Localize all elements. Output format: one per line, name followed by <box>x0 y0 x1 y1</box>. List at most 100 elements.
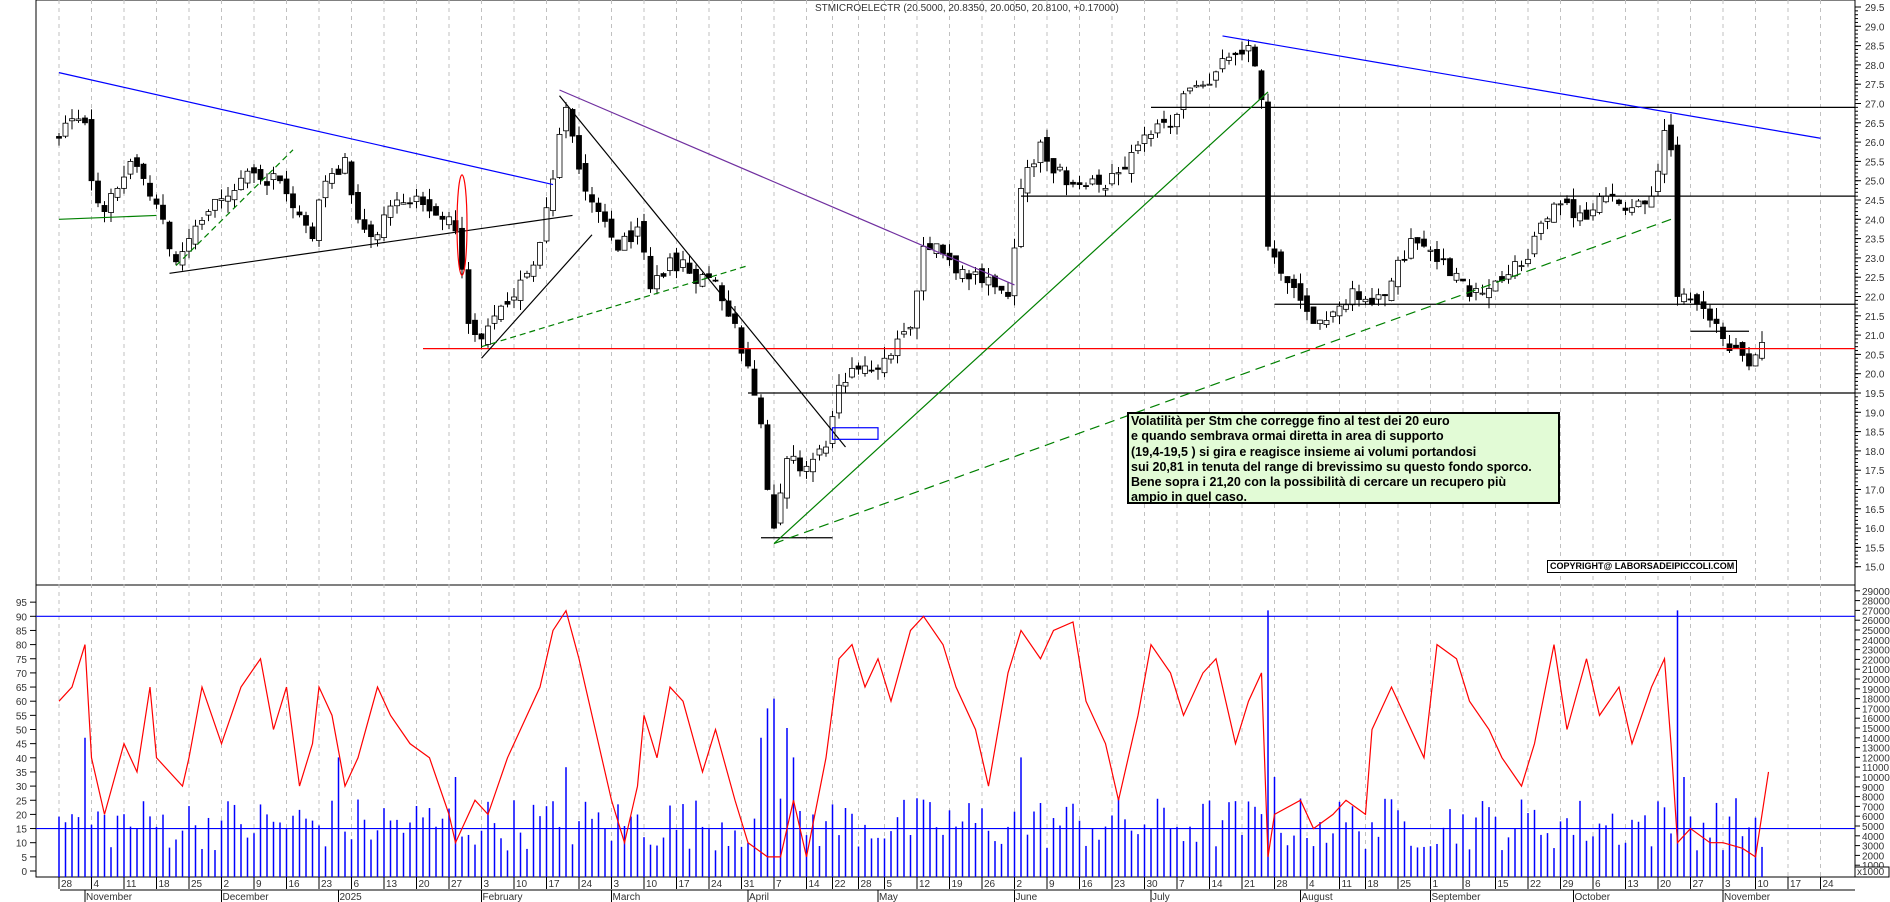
month-label: February <box>483 892 523 902</box>
candle <box>1427 249 1434 252</box>
candle <box>1167 125 1174 128</box>
candle <box>1674 144 1681 297</box>
candle <box>1317 319 1323 325</box>
annotation-line: ampio in quel caso. <box>1131 490 1247 505</box>
date-tick-label: 17 <box>549 879 561 890</box>
candle <box>1291 278 1297 288</box>
candle <box>1148 133 1154 139</box>
candle <box>69 118 75 122</box>
oscillator-tick-label: 50 <box>16 726 28 737</box>
candle <box>400 202 407 205</box>
candle <box>1011 247 1018 297</box>
candle <box>1154 123 1161 134</box>
date-tick-label: 14 <box>1212 879 1224 890</box>
month-label: October <box>1575 892 1611 902</box>
month-label: July <box>1152 892 1170 902</box>
candle <box>231 190 238 201</box>
date-tick-label: 20 <box>1660 879 1672 890</box>
oscillator-tick-label: 10 <box>16 839 28 850</box>
candle <box>1700 301 1707 309</box>
candle <box>322 180 329 199</box>
date-tick-label: 20 <box>419 879 431 890</box>
price-tick-label: 26.0 <box>1865 138 1885 149</box>
candle <box>335 168 342 175</box>
candle <box>979 268 985 284</box>
candle <box>1752 354 1759 367</box>
indicator-panel-frame <box>35 584 1856 878</box>
date-tick-label: 10 <box>516 879 528 890</box>
date-tick-label: 16 <box>1082 879 1094 890</box>
candle <box>842 381 849 387</box>
candle <box>1174 114 1180 128</box>
date-tick-label: 24 <box>1823 879 1835 890</box>
volume-tick-label: 25000 <box>1862 626 1890 637</box>
oscillator-line <box>58 609 1770 858</box>
date-tick-label: 5 <box>887 879 893 890</box>
uptrend-line <box>481 234 593 359</box>
candle <box>1349 288 1356 306</box>
candle <box>1577 212 1583 222</box>
date-tick-label: 23 <box>321 879 333 890</box>
candle <box>114 188 121 198</box>
candle <box>1460 278 1466 282</box>
candle <box>1050 158 1057 174</box>
candle <box>1356 291 1362 300</box>
candle <box>699 274 706 287</box>
candle <box>127 160 134 175</box>
candle <box>426 199 433 212</box>
candle <box>1219 58 1226 70</box>
volume-tick-label: 4000 <box>1862 832 1885 843</box>
candle <box>1135 144 1141 152</box>
date-tick-label: 18 <box>1368 879 1380 890</box>
candle <box>101 205 108 212</box>
candle <box>218 198 225 201</box>
volume-tick-label: 9000 <box>1862 783 1885 794</box>
candle <box>608 218 615 238</box>
candle <box>1122 166 1128 170</box>
candle <box>179 251 186 266</box>
candle <box>56 136 62 139</box>
volume-tick-label: 22000 <box>1862 655 1890 666</box>
price-tick-label: 16.5 <box>1865 505 1885 516</box>
candle <box>517 279 524 301</box>
candle <box>543 207 550 242</box>
candle <box>1746 353 1752 367</box>
candle <box>849 367 855 378</box>
candle <box>537 242 543 266</box>
candle <box>329 173 335 184</box>
oscillator-tick-label: 95 <box>16 598 28 609</box>
candle <box>1278 251 1284 274</box>
volume-tick-label: 12000 <box>1862 753 1890 764</box>
date-tick-label: 25 <box>191 879 203 890</box>
date-tick-label: 2 <box>1017 879 1023 890</box>
price-tick-label: 21.5 <box>1865 312 1885 323</box>
candle <box>433 206 439 216</box>
candle <box>407 202 413 205</box>
resistance-trendline <box>1222 35 1821 139</box>
candle <box>933 243 940 255</box>
candle <box>342 157 348 174</box>
volume-tick-label: 11000 <box>1862 763 1890 774</box>
candle <box>212 198 218 211</box>
month-label: May <box>879 892 898 902</box>
candle <box>75 118 82 121</box>
month-label: November <box>86 892 133 902</box>
candle <box>251 167 257 174</box>
volume-tick-label: 27000 <box>1862 606 1890 617</box>
candle <box>160 204 166 220</box>
candle <box>491 315 498 324</box>
support-dashed-line <box>175 149 294 267</box>
candle <box>368 224 374 238</box>
candle <box>1518 265 1525 268</box>
candle <box>1070 181 1076 185</box>
candle <box>134 157 140 167</box>
candle <box>1655 170 1661 192</box>
copyright-label: COPYRIGHT@ LABORSADEIPICCOLI.COM <box>1547 560 1738 573</box>
candle <box>673 252 680 272</box>
candle <box>348 161 355 196</box>
candle <box>959 269 966 279</box>
volume-tick-label: 16000 <box>1862 714 1890 725</box>
candle <box>1057 166 1063 171</box>
candle <box>452 220 459 232</box>
candle <box>1557 203 1564 206</box>
